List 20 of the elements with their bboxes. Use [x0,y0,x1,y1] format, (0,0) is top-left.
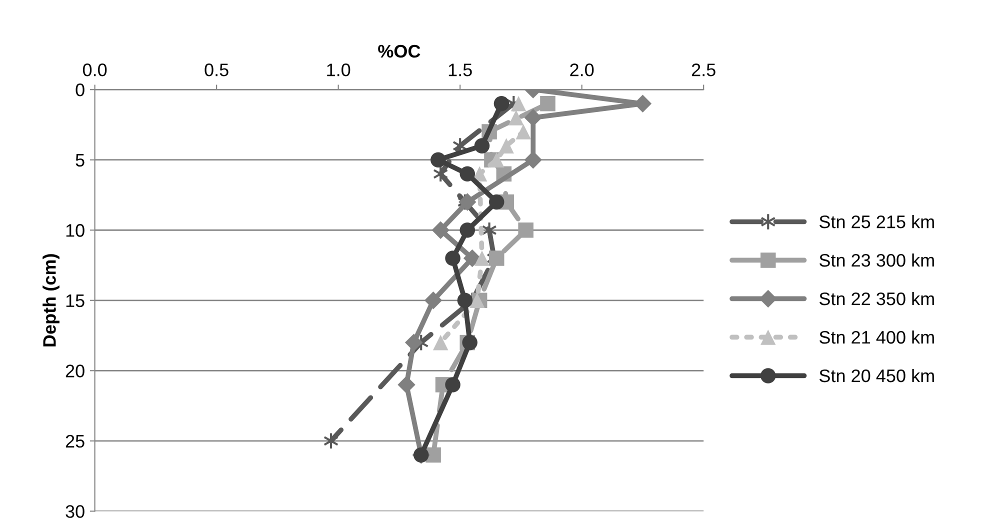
legend-label: Stn 25 215 km [820,214,934,228]
y-tick-label: 20 [66,364,84,378]
x-tick-label: 0.5 [204,64,228,76]
y-tick-label: 15 [66,294,84,308]
y-tick-label: 10 [66,224,84,237]
y-tick-label: 25 [66,434,84,448]
x-tick-label: 1.0 [327,64,350,76]
x-tick-label: 2.5 [692,64,716,76]
x-tick-label: 2.0 [570,64,594,76]
y-tick-label: 5 [76,154,84,167]
legend-label: Stn 20 450 km [820,368,934,382]
y-axis-title: Depth (cm) [42,254,60,346]
legend-label: Stn 21 400 km [820,330,934,344]
x-tick-label: 0.0 [82,64,107,76]
legend-label: Stn 22 350 km [820,292,934,306]
y-tick-label: 0 [76,84,84,96]
legend-label: Stn 23 300 km [820,253,934,267]
x-tick-label: 1.5 [448,64,472,76]
x-axis-title: %OC [378,44,420,58]
y-tick-label: 30 [66,505,84,518]
